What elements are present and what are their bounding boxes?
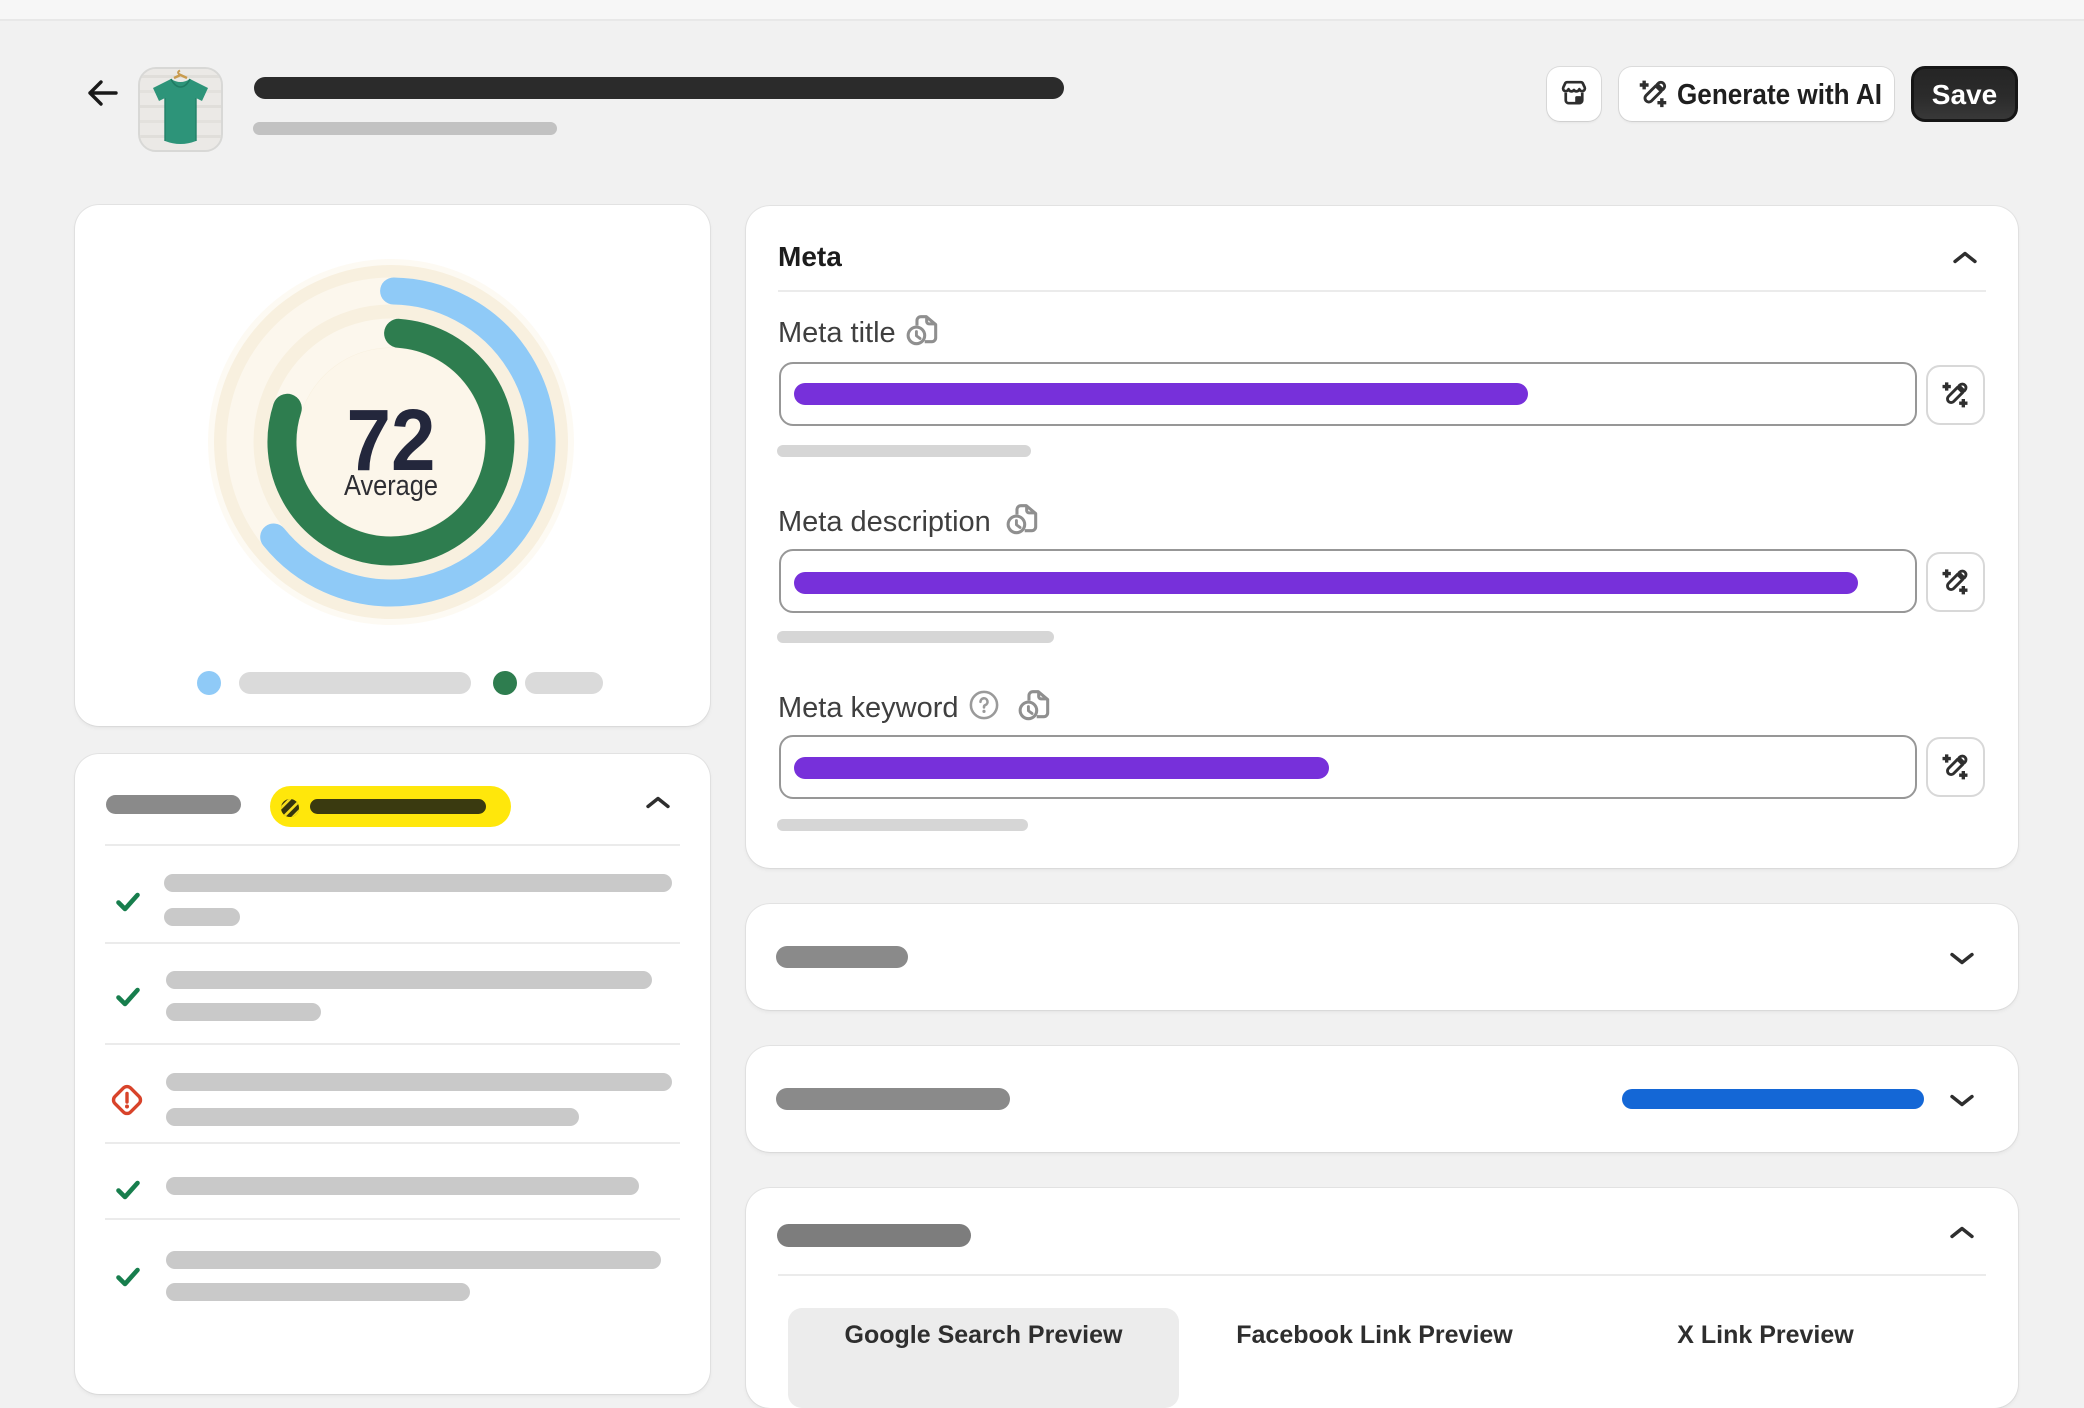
svg-text:Average: Average xyxy=(344,470,438,502)
svg-text:72: 72 xyxy=(347,392,436,489)
